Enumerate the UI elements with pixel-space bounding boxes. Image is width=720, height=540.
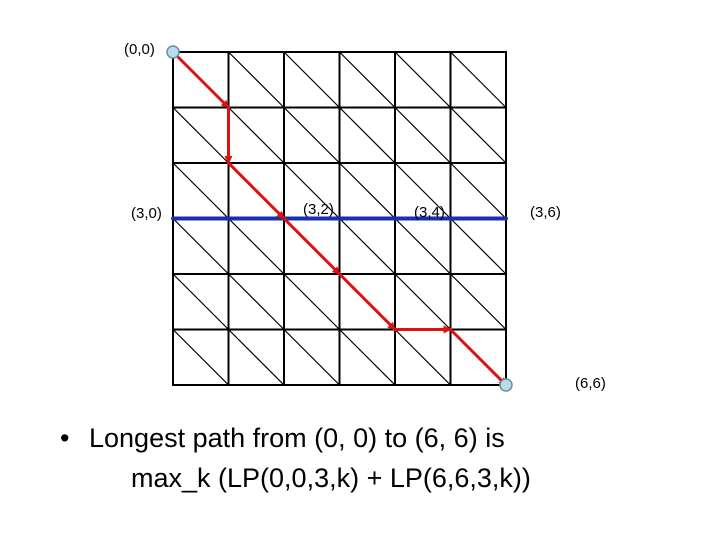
grid-diagonal: [449, 162, 507, 220]
grid-diagonal: [338, 328, 396, 386]
grid-diagonal: [172, 328, 230, 386]
grid-diagonal: [227, 328, 285, 386]
grid-diagonal: [449, 106, 507, 164]
grid-diagonal: [449, 273, 507, 331]
grid-diagonal: [394, 106, 452, 164]
path-segment: [338, 272, 397, 331]
grid-diagonal: [227, 217, 285, 275]
path-segment: [227, 161, 286, 220]
grid-diagonal: [449, 51, 507, 109]
grid-diagonal: [394, 328, 452, 386]
grid-diagonal: [394, 162, 452, 220]
path-segment: [449, 328, 508, 387]
grid-diagonal: [338, 162, 396, 220]
start-node: [166, 45, 180, 59]
bullet-text-1: Longest path from (0, 0) to (6, 6) is: [89, 423, 505, 453]
label-row3-col4: (3,4): [414, 204, 445, 221]
grid-lines: [171, 51, 508, 386]
label-start: (0,0): [124, 41, 155, 58]
grid-diagonal: [227, 51, 285, 109]
bullet-line-1: • Longest path from (0, 0) to (6, 6) is: [60, 423, 700, 454]
end-node: [499, 378, 513, 392]
bullet-icon: •: [60, 423, 70, 453]
grid-diagonal: [394, 273, 452, 331]
grid-diagonal: [394, 51, 452, 109]
grid-diagonal: [172, 106, 230, 164]
grid-diagonal: [283, 273, 341, 331]
grid-diagonal: [283, 162, 341, 220]
longest-path: [171, 50, 508, 387]
path-segment: [282, 217, 341, 276]
grid-diagram: (0,0) (3,0) (3,2) (3,4) (3,6) (6,6): [124, 41, 606, 392]
path-segment: [171, 50, 230, 109]
grid-diagonal: [283, 51, 341, 109]
grid-diagonal: [283, 106, 341, 164]
grid-diagonal: [172, 162, 230, 220]
label-end: (6,6): [575, 375, 606, 392]
grid-diagonal: [283, 328, 341, 386]
grid-diagonal: [172, 217, 230, 275]
label-row3-col6: (3,6): [530, 204, 561, 221]
grid-diagonal: [338, 106, 396, 164]
label-row3-col0: (3,0): [131, 205, 162, 222]
grid-diagonal: [338, 217, 396, 275]
grid-diagonal: [449, 217, 507, 275]
grid-diagonal: [394, 217, 452, 275]
grid-diagonal: [227, 273, 285, 331]
bullet-line-2: max_k (LP(0,0,3,k) + LP(6,6,3,k)): [131, 463, 720, 494]
grid-diagonal: [227, 106, 285, 164]
grid-diagonal: [172, 273, 230, 331]
label-row3-col2: (3,2): [303, 201, 334, 218]
grid-diagonal: [338, 51, 396, 109]
bullet-text-2: max_k (LP(0,0,3,k) + LP(6,6,3,k)): [131, 463, 531, 493]
